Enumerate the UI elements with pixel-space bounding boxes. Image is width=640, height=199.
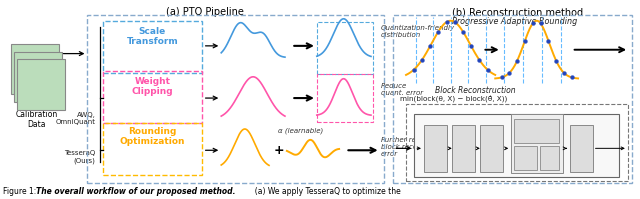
Text: Further reduce
block recon.
error: Further reduce block recon. error — [381, 137, 433, 157]
Text: (a) PTQ Pipeline: (a) PTQ Pipeline — [166, 7, 244, 17]
Text: +: + — [273, 144, 284, 157]
Text: Linear: Linear — [489, 139, 494, 157]
Text: (a) We apply TesseraQ to optimize the: (a) We apply TesseraQ to optimize the — [250, 187, 401, 196]
Bar — [540, 146, 559, 170]
Text: AWQ,
OmniQuant: AWQ, OmniQuant — [56, 112, 96, 125]
Bar — [424, 125, 447, 172]
Text: Rounding
Optimization: Rounding Optimization — [120, 127, 185, 146]
Text: α (learnable): α (learnable) — [278, 127, 323, 134]
Bar — [103, 21, 202, 73]
Bar — [394, 15, 632, 183]
Bar — [452, 125, 475, 172]
Bar — [511, 114, 563, 174]
Text: Reduce
quant. error: Reduce quant. error — [381, 83, 422, 96]
Bar — [11, 44, 59, 94]
Text: Progressive Adaptive Rounding: Progressive Adaptive Rounding — [452, 17, 577, 26]
Bar — [515, 119, 559, 142]
Bar — [317, 74, 373, 122]
Bar — [103, 71, 202, 123]
Bar — [515, 146, 537, 170]
Bar — [480, 125, 503, 172]
Text: Figure 1:: Figure 1: — [3, 187, 38, 196]
Text: TesseraQ
(Ours): TesseraQ (Ours) — [65, 150, 96, 164]
Text: Scale
Transform: Scale Transform — [127, 26, 179, 46]
Text: Weight
Clipping: Weight Clipping — [132, 77, 173, 96]
Text: Linear: Linear — [528, 128, 545, 134]
Bar — [17, 59, 65, 110]
Text: Linear: Linear — [579, 139, 584, 157]
Text: Transformer block: Transformer block — [419, 115, 479, 121]
Bar — [414, 114, 620, 177]
Text: Quantization-friendly
distribution: Quantization-friendly distribution — [381, 25, 454, 38]
Bar — [88, 15, 384, 183]
Text: Linear: Linear — [433, 139, 438, 157]
Bar — [14, 52, 62, 102]
Text: The overall workflow of our proposed method.: The overall workflow of our proposed met… — [36, 187, 236, 196]
Text: SiLU: SiLU — [543, 155, 556, 161]
Text: Linear: Linear — [516, 155, 534, 161]
Bar — [570, 125, 593, 172]
Text: Calibration
Data: Calibration Data — [15, 110, 58, 129]
Bar — [406, 104, 628, 181]
Bar — [103, 123, 202, 175]
Bar — [317, 22, 373, 74]
Text: MHSA: MHSA — [461, 139, 466, 157]
Text: min(block(θ, X) − block(θ̂, X)): min(block(θ, X) − block(θ̂, X)) — [399, 96, 507, 103]
Text: (b) Reconstruction method: (b) Reconstruction method — [452, 7, 583, 17]
Text: Block Reconstruction: Block Reconstruction — [435, 86, 515, 96]
